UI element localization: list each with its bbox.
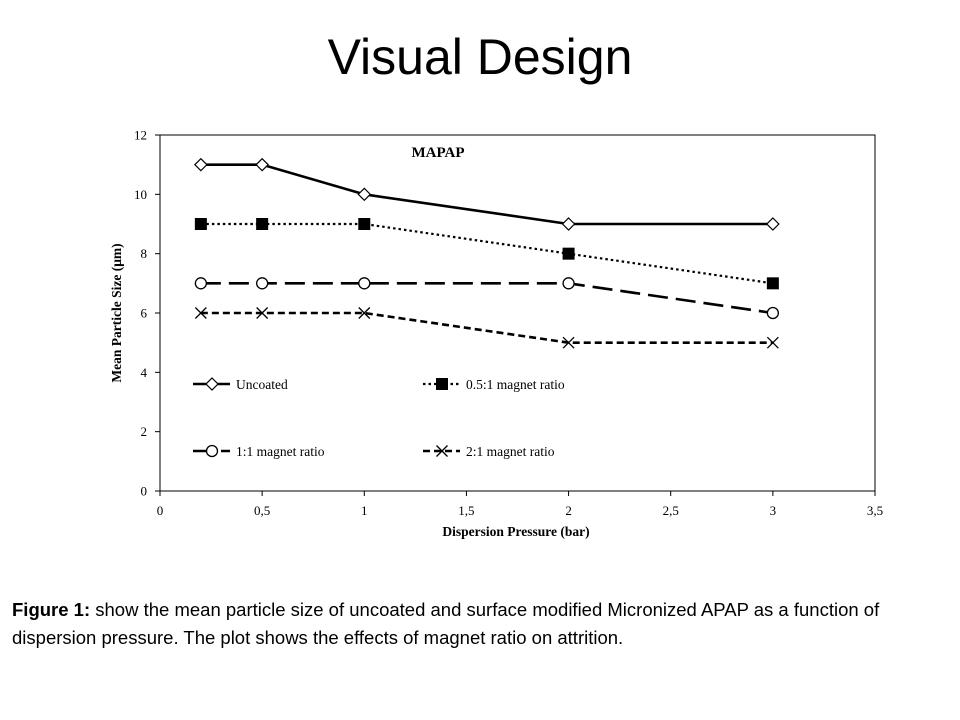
data-point-square — [194, 218, 207, 230]
data-point-diamond — [766, 217, 780, 231]
data-point-square — [436, 378, 448, 390]
data-point-diamond — [194, 157, 208, 172]
data-point-x — [562, 336, 575, 349]
data-point-circle — [194, 277, 208, 290]
chart-title: MAPAP — [411, 145, 464, 161]
series-1 — [194, 218, 779, 290]
y-tick-label: 2 — [141, 424, 148, 439]
x-axis-label: Dispersion Pressure (bar) — [442, 524, 589, 539]
y-tick-label: 10 — [134, 187, 147, 202]
x-tick-label: 0,5 — [254, 503, 270, 518]
data-point-circle — [766, 306, 780, 320]
series-line — [200, 222, 774, 285]
slide-title: Visual Design — [327, 29, 633, 85]
x-tick-label: 3,5 — [867, 503, 883, 518]
data-point-diamond — [357, 187, 372, 202]
x-tick-label: 1,5 — [458, 503, 474, 518]
x-tick-label: 1 — [361, 503, 368, 518]
x-tick-label: 2 — [565, 503, 572, 518]
series-line — [200, 282, 774, 315]
legend-entry: 0.5:1 magnet ratio — [423, 377, 565, 392]
data-point-circle — [255, 277, 269, 290]
series-line — [200, 163, 773, 226]
data-point-circle — [358, 277, 371, 290]
y-tick-label: 6 — [141, 306, 148, 321]
y-tick-label: 0 — [141, 484, 148, 499]
caption-text: show the mean particle size of uncoated … — [12, 599, 880, 648]
data-point-x — [436, 445, 448, 457]
figure-caption: Figure 1: show the mean particle size of… — [12, 596, 942, 652]
data-point-square — [358, 218, 371, 230]
legend-label: 1:1 magnet ratio — [236, 444, 325, 459]
y-tick-label: 12 — [134, 128, 147, 143]
legend-label: 0.5:1 magnet ratio — [466, 377, 565, 392]
x-tick-label: 2,5 — [663, 503, 679, 518]
data-point-x — [256, 307, 269, 319]
legend-entry: 2:1 magnet ratio — [423, 444, 555, 459]
legend-entry: 1:1 magnet ratio — [193, 444, 325, 459]
legend-label: 2:1 magnet ratio — [466, 444, 555, 459]
y-tick-label: 4 — [141, 365, 148, 380]
data-point-diamond — [205, 377, 219, 391]
caption-label: Figure 1: — [12, 599, 91, 620]
y-tick-label: 8 — [141, 246, 148, 261]
data-point-x — [194, 307, 207, 319]
series-line — [200, 311, 773, 344]
series-0 — [194, 157, 780, 231]
series-2 — [194, 277, 780, 320]
data-point-diamond — [561, 217, 576, 231]
data-point-square — [766, 277, 779, 290]
data-point-circle — [562, 277, 575, 290]
x-tick-label: 3 — [770, 503, 777, 518]
chart-container: 0 0,5 1 1,5 2 2,5 3 3,5 0 2 4 6 8 10 12 Uncoated 0.5:1 … — [100, 120, 900, 560]
data-point-circle — [205, 444, 219, 458]
data-point-diamond — [255, 157, 269, 172]
legend-label: Uncoated — [236, 377, 288, 392]
series-3 — [194, 307, 779, 349]
data-point-x — [766, 336, 779, 349]
line-chart: 0 0,5 1 1,5 2 2,5 3 3,5 0 2 4 6 8 10 12 Uncoated 0.5:1 … — [109, 128, 883, 540]
legend-entry: Uncoated — [193, 377, 288, 392]
y-axis-label: Mean Particle Size (μm) — [109, 243, 124, 382]
data-point-square — [256, 218, 269, 230]
data-point-square — [562, 247, 575, 260]
data-point-x — [358, 307, 371, 319]
x-tick-label: 0 — [157, 503, 164, 518]
